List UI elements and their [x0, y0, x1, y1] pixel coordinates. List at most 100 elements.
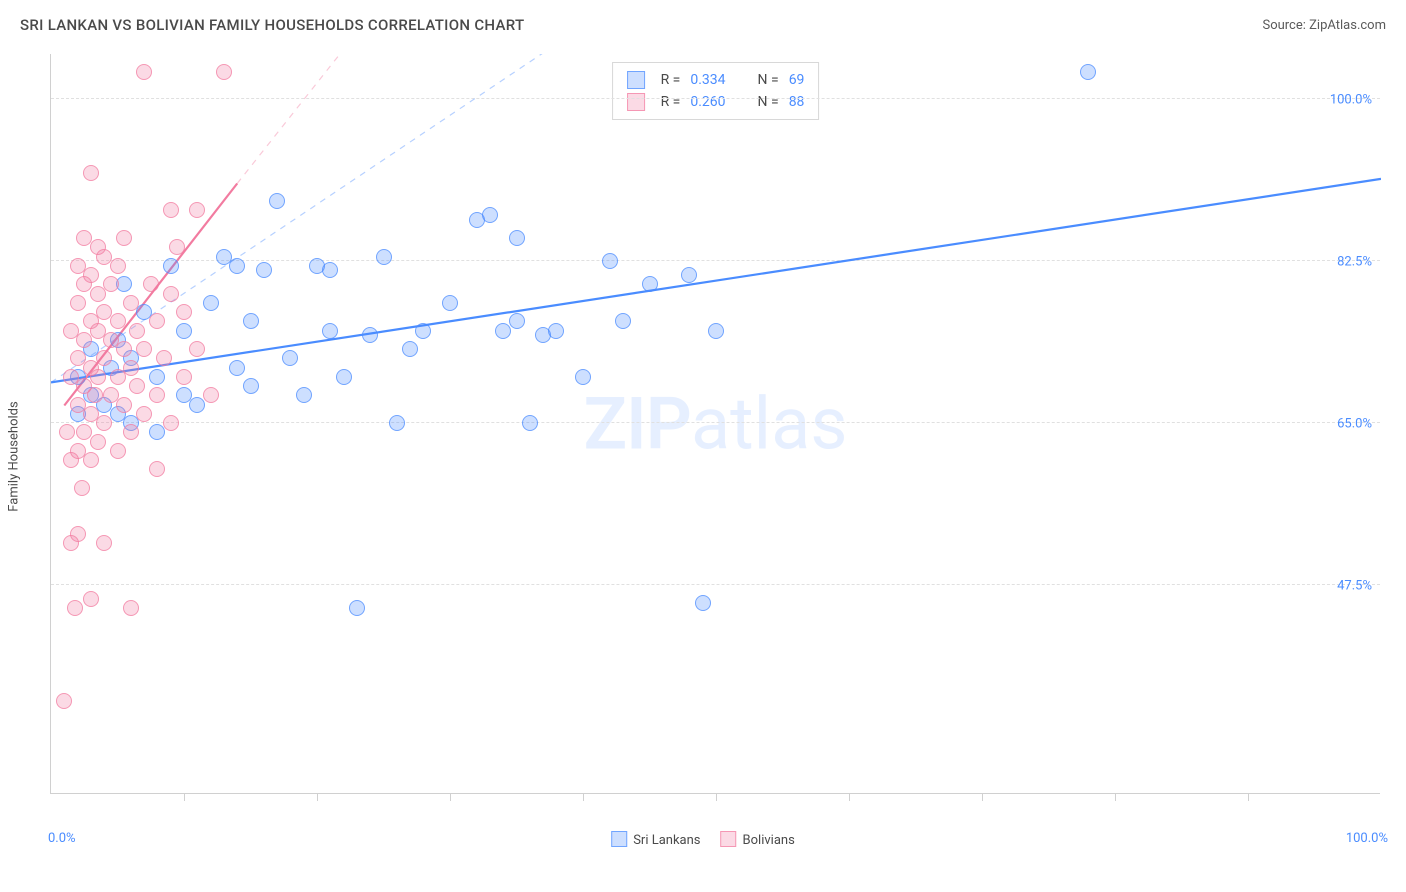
data-point — [129, 323, 145, 339]
data-point — [143, 276, 159, 292]
stat-n-label: N = — [758, 94, 779, 110]
data-point — [296, 387, 312, 403]
data-point — [136, 406, 152, 422]
data-point — [695, 595, 711, 611]
data-point — [163, 286, 179, 302]
data-point — [156, 350, 172, 366]
source-label: Source: ZipAtlas.com — [1262, 18, 1386, 33]
data-point — [203, 295, 219, 311]
data-point — [70, 295, 86, 311]
data-point — [123, 424, 139, 440]
data-point — [83, 591, 99, 607]
data-point — [229, 360, 245, 376]
chart-header: SRI LANKAN VS BOLIVIAN FAMILY HOUSEHOLDS… — [0, 0, 1406, 44]
data-point — [123, 360, 139, 376]
gridline — [51, 422, 1380, 423]
x-tick — [184, 793, 185, 801]
data-point — [176, 369, 192, 385]
data-point — [362, 327, 378, 343]
gridline — [51, 584, 1380, 585]
legend-swatch — [627, 93, 645, 111]
y-tick-label: 82.5% — [1337, 255, 1372, 270]
y-tick-label: 65.0% — [1337, 417, 1372, 432]
data-point — [87, 387, 103, 403]
data-point — [322, 323, 338, 339]
data-point — [282, 350, 298, 366]
data-point — [256, 262, 272, 278]
legend-label: Bolivians — [743, 833, 795, 848]
stat-n-label: N = — [758, 72, 779, 88]
data-point — [229, 258, 245, 274]
data-point — [216, 64, 232, 80]
x-tick — [583, 793, 584, 801]
data-point — [243, 313, 259, 329]
data-point — [83, 165, 99, 181]
data-point — [415, 323, 431, 339]
stat-r-value: 0.334 — [690, 72, 725, 88]
data-point — [376, 249, 392, 265]
chart-area: Family Households ZIPatlas R =0.334N =69… — [0, 44, 1406, 854]
x-axis-label-min: 0.0% — [48, 831, 76, 846]
data-point — [110, 313, 126, 329]
stat-row: R =0.260N =88 — [627, 91, 805, 113]
chart-title: SRI LANKAN VS BOLIVIAN FAMILY HOUSEHOLDS… — [20, 16, 524, 34]
data-point — [176, 304, 192, 320]
data-point — [136, 64, 152, 80]
stat-n-value: 69 — [789, 72, 805, 88]
legend-item: Bolivians — [721, 831, 795, 848]
stat-r-value: 0.260 — [690, 94, 725, 110]
data-point — [123, 295, 139, 311]
x-tick — [450, 793, 451, 801]
stat-r-label: R = — [661, 72, 681, 88]
data-point — [349, 600, 365, 616]
data-point — [575, 369, 591, 385]
data-point — [509, 230, 525, 246]
data-point — [522, 415, 538, 431]
data-point — [90, 434, 106, 450]
data-point — [642, 276, 658, 292]
x-tick — [982, 793, 983, 801]
data-point — [169, 239, 185, 255]
data-point — [123, 600, 139, 616]
data-point — [116, 341, 132, 357]
data-point — [116, 397, 132, 413]
data-point — [442, 295, 458, 311]
plot-area: ZIPatlas R =0.334N =69R =0.260N =88 47.5… — [50, 54, 1380, 794]
regression-lines — [51, 54, 1381, 794]
data-point — [83, 267, 99, 283]
legend-label: Sri Lankans — [633, 833, 700, 848]
data-point — [110, 258, 126, 274]
data-point — [389, 415, 405, 431]
legend-swatch — [721, 831, 737, 847]
data-point — [129, 378, 145, 394]
watermark: ZIPatlas — [583, 381, 847, 466]
data-point — [59, 424, 75, 440]
data-point — [163, 258, 179, 274]
data-point — [116, 230, 132, 246]
data-point — [149, 313, 165, 329]
x-tick — [1115, 793, 1116, 801]
data-point — [189, 341, 205, 357]
data-point — [136, 341, 152, 357]
data-point — [90, 369, 106, 385]
data-point — [70, 526, 86, 542]
x-tick — [317, 793, 318, 801]
x-axis-label-max: 100.0% — [1346, 831, 1388, 846]
y-tick-label: 47.5% — [1337, 578, 1372, 593]
data-point — [269, 193, 285, 209]
data-point — [336, 369, 352, 385]
x-tick — [716, 793, 717, 801]
data-point — [96, 415, 112, 431]
gridline — [51, 260, 1380, 261]
data-point — [103, 276, 119, 292]
data-point — [548, 323, 564, 339]
stat-legend-box: R =0.334N =69R =0.260N =88 — [612, 62, 820, 120]
data-point — [708, 323, 724, 339]
data-point — [615, 313, 631, 329]
legend-item: Sri Lankans — [611, 831, 700, 848]
data-point — [74, 480, 90, 496]
data-point — [203, 387, 219, 403]
data-point — [322, 262, 338, 278]
data-point — [509, 313, 525, 329]
data-point — [163, 202, 179, 218]
